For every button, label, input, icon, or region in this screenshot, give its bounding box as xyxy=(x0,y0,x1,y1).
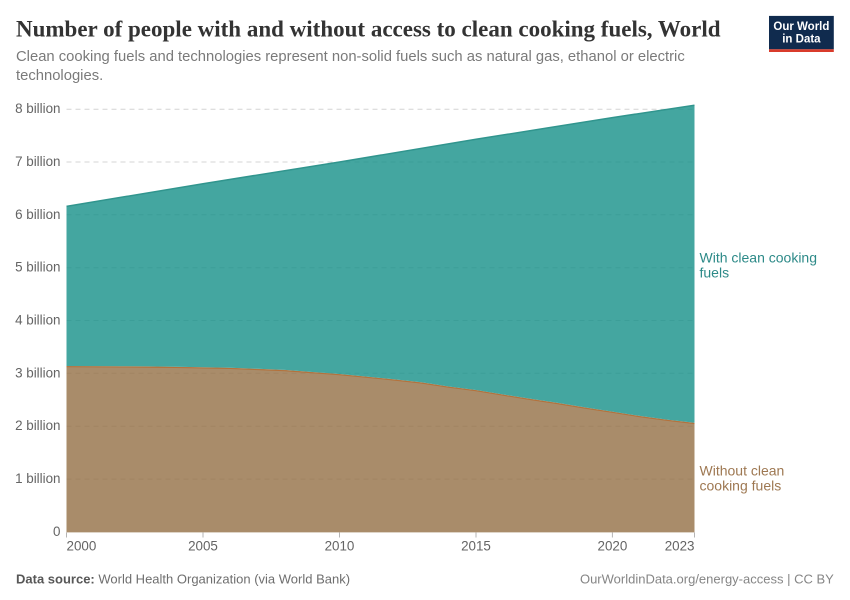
svg-text:5 billion: 5 billion xyxy=(15,260,60,275)
svg-text:Number of people with and with: Number of people with and without access… xyxy=(16,17,721,42)
svg-text:2023: 2023 xyxy=(665,539,695,554)
svg-text:2015: 2015 xyxy=(461,539,491,554)
svg-text:Without clean: Without clean xyxy=(700,462,785,478)
svg-text:2020: 2020 xyxy=(598,539,628,554)
svg-text:in Data: in Data xyxy=(782,33,821,45)
svg-text:2 billion: 2 billion xyxy=(15,418,60,433)
svg-text:3 billion: 3 billion xyxy=(15,365,60,380)
svg-text:1 billion: 1 billion xyxy=(15,471,60,486)
svg-text:OurWorldinData.org/energy-acce: OurWorldinData.org/energy-access | CC BY xyxy=(580,572,834,587)
svg-text:0: 0 xyxy=(53,524,60,539)
svg-text:fuels: fuels xyxy=(700,264,730,280)
svg-text:8 billion: 8 billion xyxy=(15,101,60,116)
svg-text:2010: 2010 xyxy=(325,539,355,554)
svg-text:With clean cooking: With clean cooking xyxy=(700,249,818,265)
svg-text:6 billion: 6 billion xyxy=(15,207,60,222)
svg-text:4 billion: 4 billion xyxy=(15,313,60,328)
svg-text:technologies.: technologies. xyxy=(16,68,103,84)
svg-text:2005: 2005 xyxy=(188,539,218,554)
svg-text:cooking fuels: cooking fuels xyxy=(700,477,782,493)
svg-text:2000: 2000 xyxy=(67,539,97,554)
svg-text:Clean cooking fuels and techno: Clean cooking fuels and technologies rep… xyxy=(16,49,685,65)
svg-text:Our World: Our World xyxy=(773,21,829,33)
svg-text:Data source: World Health Orga: Data source: World Health Organization (… xyxy=(16,572,350,587)
svg-text:7 billion: 7 billion xyxy=(15,154,60,169)
